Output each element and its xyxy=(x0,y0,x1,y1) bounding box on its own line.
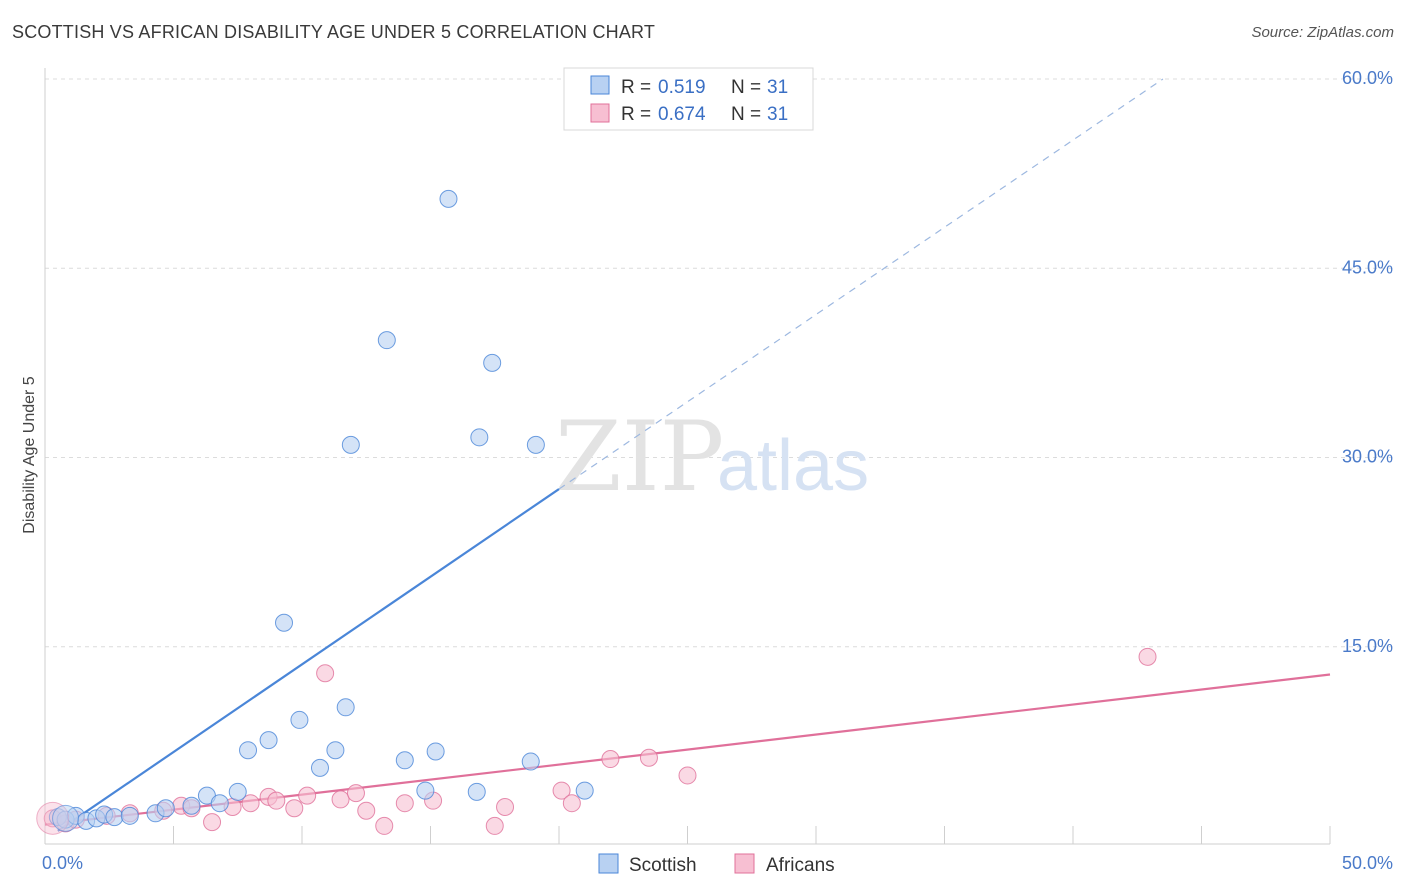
grid-lines xyxy=(45,78,1392,648)
trend-lines xyxy=(44,78,1331,832)
point-scottish-22 xyxy=(377,331,396,350)
point-scottish-28 xyxy=(470,428,489,447)
x-tick-label-1: 50.0% xyxy=(1342,853,1393,873)
trend-extension-scottish xyxy=(558,78,1164,490)
point-africans-18 xyxy=(357,801,376,820)
point-scottish-14 xyxy=(239,741,258,760)
point-scottish-25 xyxy=(426,742,445,761)
point-scottish-13 xyxy=(228,782,247,801)
axes xyxy=(44,68,1331,845)
point-scottish-9 xyxy=(156,799,175,818)
source-credit: Source: ZipAtlas.com xyxy=(1251,24,1394,41)
point-scottish-6 xyxy=(105,808,124,827)
point-scottish-7 xyxy=(120,806,139,825)
legend-n-value-scottish: 31 xyxy=(767,77,788,98)
legend-n-value-africans: 31 xyxy=(767,104,788,125)
point-africans-16 xyxy=(331,790,350,809)
legend-r-value-africans: 0.674 xyxy=(658,104,706,125)
correlation-legend: R = 0.519 N = 31 R = 0.674 N = 31 xyxy=(563,67,814,131)
point-scottish-31 xyxy=(526,435,545,454)
point-scottish-30 xyxy=(521,752,540,771)
point-scottish-26 xyxy=(439,189,458,208)
series-label-scottish: Scottish xyxy=(629,855,697,876)
x-tick-labels: 0.0% 50.0% xyxy=(42,853,1393,873)
legend-swatch-scottish xyxy=(590,75,610,95)
x-tick-label-0: 0.0% xyxy=(42,853,83,873)
watermark-zip: ZIP xyxy=(555,401,724,513)
point-scottish-16 xyxy=(275,613,294,632)
series-swatch-scottish xyxy=(598,853,619,874)
series-label-africans: Africans xyxy=(766,855,835,876)
point-scottish-24 xyxy=(416,781,435,800)
trend-line-scottish xyxy=(57,488,560,832)
series-swatch-africans xyxy=(734,853,755,874)
legend-r-value-scottish: 0.519 xyxy=(658,77,706,98)
point-africans-20 xyxy=(395,794,414,813)
point-scottish-27 xyxy=(467,782,486,801)
series-legend: Scottish Africans xyxy=(598,853,835,876)
point-africans-24 xyxy=(552,781,571,800)
watermark: ZIP atlas xyxy=(555,401,869,513)
chart-title: SCOTTISH VS AFRICAN DISABILITY AGE UNDER… xyxy=(12,22,656,42)
y-tick-label-3: 60.0% xyxy=(1342,68,1393,88)
data-points xyxy=(36,189,1157,835)
point-scottish-18 xyxy=(310,758,329,777)
legend-swatch-africans xyxy=(590,103,610,123)
point-scottish-23 xyxy=(395,751,414,770)
trend-line-africans xyxy=(44,673,1331,826)
point-scottish-20 xyxy=(336,698,355,717)
point-scottish-10 xyxy=(182,796,201,815)
point-africans-12 xyxy=(267,791,286,810)
point-scottish-15 xyxy=(259,731,278,750)
point-africans-19 xyxy=(375,816,394,835)
point-scottish-32 xyxy=(575,781,594,800)
point-africans-22 xyxy=(485,816,504,835)
legend-r-label-africans: R = xyxy=(621,104,651,125)
point-cluster-scottish xyxy=(52,804,80,832)
point-africans-29 xyxy=(1138,647,1157,666)
legend-n-label-africans: N = xyxy=(731,104,761,125)
point-scottish-12 xyxy=(210,794,229,813)
legend-n-label-scottish: N = xyxy=(731,77,761,98)
point-scottish-17 xyxy=(290,710,309,729)
point-africans-28 xyxy=(678,766,697,785)
point-africans-25 xyxy=(562,794,581,813)
y-axis-label: Disability Age Under 5 xyxy=(21,376,38,534)
point-africans-8 xyxy=(203,813,222,832)
point-scottish-21 xyxy=(341,435,360,454)
point-africans-10 xyxy=(241,794,260,813)
point-africans-15 xyxy=(316,664,335,683)
point-scottish-29 xyxy=(483,353,502,372)
y-tick-label-0: 15.0% xyxy=(1342,636,1393,656)
point-africans-27 xyxy=(639,748,658,767)
point-africans-13 xyxy=(285,799,304,818)
point-africans-14 xyxy=(298,786,317,805)
point-scottish-19 xyxy=(326,741,345,760)
y-tick-label-1: 30.0% xyxy=(1342,447,1393,467)
y-tick-labels: 15.0% 30.0% 45.0% 60.0% xyxy=(1342,68,1393,656)
point-africans-26 xyxy=(601,750,620,769)
point-africans-23 xyxy=(496,797,515,816)
point-africans-17 xyxy=(346,784,365,803)
watermark-atlas: atlas xyxy=(717,426,869,506)
y-tick-label-2: 45.0% xyxy=(1342,257,1393,277)
legend-r-label-scottish: R = xyxy=(621,77,651,98)
